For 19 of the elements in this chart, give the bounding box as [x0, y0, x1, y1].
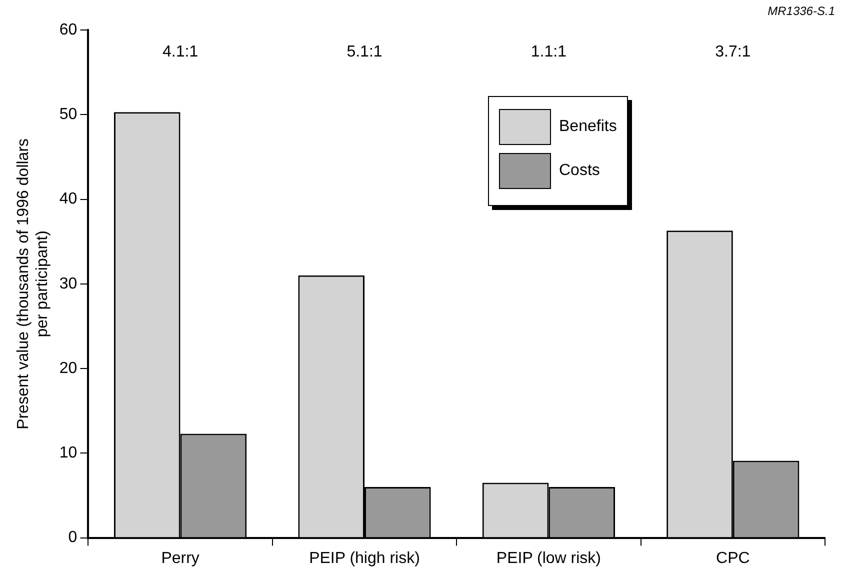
- y-tick-label: 10: [59, 444, 78, 462]
- y-tick-label: 40: [59, 190, 78, 208]
- y-tick-label: 60: [59, 21, 78, 38]
- annotation: 1.1:1: [530, 43, 567, 60]
- x-tick-label: PEIP (low risk): [496, 550, 602, 567]
- y-tick-label: 50: [59, 106, 78, 124]
- y-tick-label: 20: [59, 360, 78, 377]
- legend-label: Benefits: [559, 118, 617, 136]
- y-axis-title: Present value (thousands of 1996 dollars per participant): [15, 138, 52, 430]
- x-tick-label: Perry: [161, 550, 200, 567]
- text: MR1336-S.1: [768, 4, 835, 18]
- annotation: 3.7:1: [715, 43, 751, 60]
- x-tick-label: PEIP (high risk): [309, 550, 420, 567]
- annotation: 5.1:1: [346, 43, 382, 60]
- annotation: 4.1:1: [162, 43, 198, 60]
- y-tick-label: 0: [68, 529, 78, 546]
- x-tick-label: CPC: [716, 550, 750, 567]
- y-tick-label: 30: [59, 275, 78, 292]
- legend-label: Costs: [559, 162, 600, 180]
